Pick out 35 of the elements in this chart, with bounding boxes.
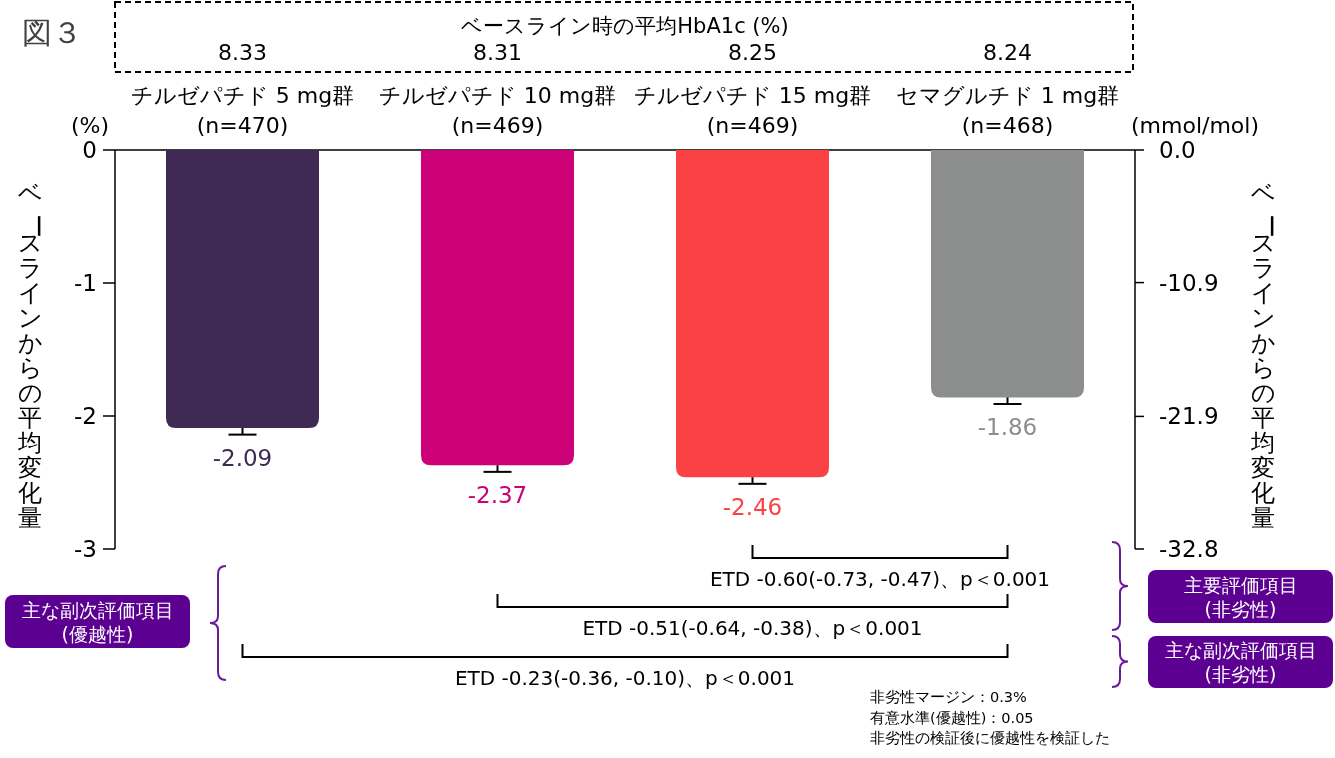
text: 主な副次評価項目 (優越性) [21, 598, 174, 645]
text: 8.31 [473, 39, 522, 65]
data-label: -2.37 [467, 481, 528, 508]
chart-title: 図３ [22, 14, 82, 50]
x-tick-label: チルゼパチド 15 mg群 (n=469) [633, 82, 872, 138]
text: 主な副次評価項目 (非劣性) [1164, 639, 1317, 685]
text: 8.25 [728, 39, 777, 65]
y-tick-label: -3 [74, 536, 97, 562]
data-label: -2.09 [212, 444, 273, 471]
y-tick-label: 0 [82, 137, 97, 163]
y-tick-label: -1 [74, 270, 97, 296]
text: 主要評価項目 (非劣性) [1183, 573, 1298, 620]
text: ETD -0.60(-0.73, -0.47)、p＜0.001 [709, 567, 1051, 591]
text: ベースライン時の平均HbA1c (%) [461, 14, 789, 38]
text: (mmol/mol) [1130, 112, 1260, 138]
x-tick-label: チルゼパチド 5 mg群 (n=470) [130, 82, 355, 138]
data-label: -1.86 [977, 414, 1038, 441]
text: ベースラインからの平均変化量 [1251, 179, 1285, 532]
y2-tick-label: -21.9 [1159, 403, 1219, 430]
y-tick-label: -2 [74, 403, 97, 429]
x-tick-label: セマグルチド 1 mg群 (n=468) [895, 82, 1120, 138]
y2-tick-label: 0.0 [1159, 137, 1196, 163]
text: 8.33 [218, 39, 267, 65]
text: 8.24 [983, 39, 1032, 65]
y2-tick-label: -10.9 [1159, 269, 1219, 296]
text: 非劣性マージン：0.3% [870, 689, 1027, 705]
text: 有意水準(優越性)：0.05 [870, 709, 1034, 726]
text: ベースラインからの平均変化量 [18, 179, 52, 532]
y2-tick-label: -32.8 [1159, 536, 1219, 562]
text: 非劣性の検証後に優越性を検証した [870, 730, 1110, 746]
x-tick-label: チルゼパチド 10 mg群 (n=469) [378, 82, 617, 138]
data-label: -2.46 [722, 493, 783, 520]
text: ETD -0.51(-0.64, -0.38)、p＜0.001 [582, 616, 923, 640]
text: (%) [70, 112, 110, 138]
text: ETD -0.23(-0.36, -0.10)、p＜0.001 [454, 666, 796, 690]
